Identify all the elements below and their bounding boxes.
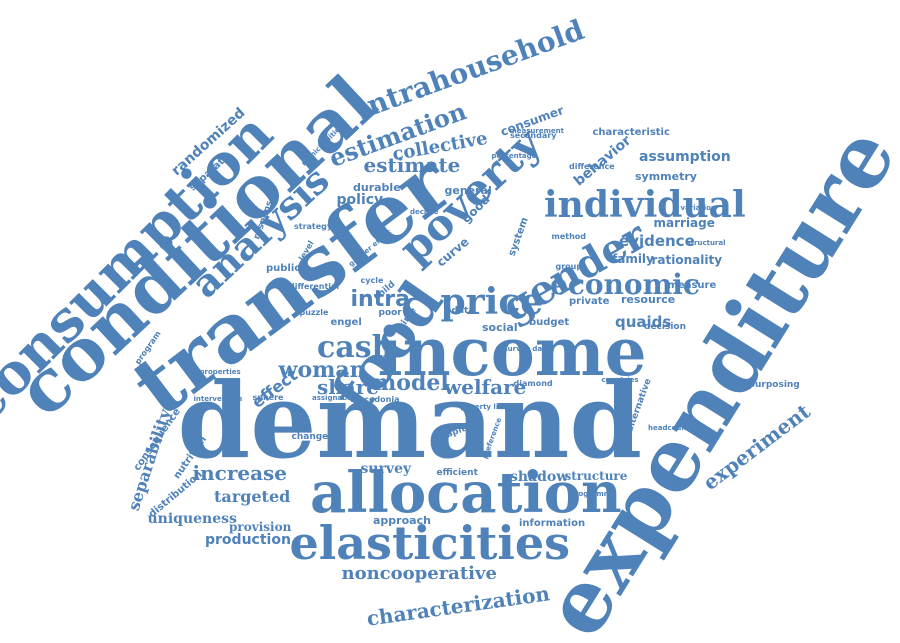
cloud-word: marriage	[653, 216, 715, 230]
cloud-word: uniqueness	[147, 511, 237, 527]
cloud-word: private	[569, 296, 610, 307]
cloud-word: individual	[544, 184, 746, 226]
cloud-word: demand	[177, 359, 643, 482]
cloud-word: decision	[644, 321, 686, 332]
cloud-word: secondary	[510, 131, 557, 140]
cloud-word: measurement	[509, 126, 565, 135]
cloud-word: efficient	[436, 467, 478, 478]
cloud-word: evidence	[619, 231, 695, 250]
cloud-word: characteristic	[592, 127, 670, 138]
cloud-word: characterization	[365, 581, 552, 631]
cloud-word: shadow	[510, 469, 569, 485]
cloud-word: policy	[336, 192, 384, 208]
cloud-word: data	[451, 305, 475, 316]
cloud-word: approach	[373, 513, 431, 527]
cloud-word: allocation	[310, 460, 622, 526]
cloud-word: behavior	[570, 132, 634, 190]
cloud-word: estimate	[363, 153, 461, 177]
cloud-word: income	[377, 313, 647, 391]
cloud-word: noncooperative	[341, 563, 497, 584]
cloud-word: production	[205, 532, 291, 548]
cloud-word: public	[266, 263, 301, 274]
cloud-word: method	[551, 232, 587, 241]
cloud-word: structural	[686, 238, 726, 247]
cloud-word: puzzle	[299, 308, 329, 317]
cloud-word: group	[555, 262, 583, 271]
cloud-word: increase	[192, 461, 288, 485]
cloud-word: strategy	[294, 222, 333, 231]
cloud-word: cycle	[360, 276, 384, 285]
cloud-word: provision	[229, 520, 292, 534]
cloud-word: symmetry	[635, 169, 697, 183]
cloud-word: information	[519, 518, 586, 529]
cloud-word: decline	[410, 207, 439, 216]
cloud-word: durable	[353, 180, 401, 194]
cloud-word: poor	[378, 307, 402, 318]
cloud-word: budget	[529, 317, 570, 328]
cloud-word: cash	[317, 330, 394, 365]
cloud-word: welfare	[444, 375, 527, 399]
cloud-word: targeted	[214, 487, 291, 506]
cloud-word: quaids	[615, 312, 672, 331]
cloud-word: sphere	[252, 393, 284, 402]
cloud-word: model	[373, 370, 449, 396]
cloud-word: difference	[569, 162, 615, 171]
cloud-word: rationality	[651, 253, 723, 267]
cloud-word: survey data	[503, 344, 551, 353]
cloud-word: woman	[278, 357, 366, 383]
cloud-word: macedonia	[350, 395, 400, 404]
cloud-word: variation	[680, 203, 716, 212]
cloud-word: system	[506, 215, 531, 258]
cloud-word: engel	[330, 317, 362, 328]
cloud-word: programme	[570, 489, 616, 498]
cloud-word: intervention	[193, 394, 243, 403]
cloud-word: intra	[350, 287, 410, 312]
cloud-word: family	[612, 252, 654, 266]
cloud-word: price	[440, 281, 544, 323]
cloud-word: properties	[199, 367, 241, 376]
cloud-word: structure	[564, 469, 628, 483]
cloud-word: resource	[621, 292, 676, 306]
cloud-word: assignable	[312, 393, 355, 402]
cloud-word: social	[482, 320, 518, 334]
cloud-word: repurposing	[738, 379, 800, 390]
cloud-word: headcount	[648, 423, 690, 432]
cloud-word: differential	[289, 282, 340, 291]
cloud-word: general	[444, 183, 492, 197]
cloud-word: measure	[667, 280, 717, 291]
cloud-word: survey	[360, 461, 412, 477]
cloud-word: percentage	[491, 151, 537, 160]
cloud-word: countries	[601, 375, 639, 384]
cloud-word: change	[291, 431, 329, 442]
cloud-word: economic	[550, 268, 700, 301]
cloud-word: share	[317, 375, 380, 399]
cloud-word: poverty line	[460, 402, 508, 411]
cloud-word: elasticities	[289, 516, 571, 570]
cloud-word: diamond	[513, 379, 553, 388]
cloud-word: assumption	[639, 149, 731, 165]
